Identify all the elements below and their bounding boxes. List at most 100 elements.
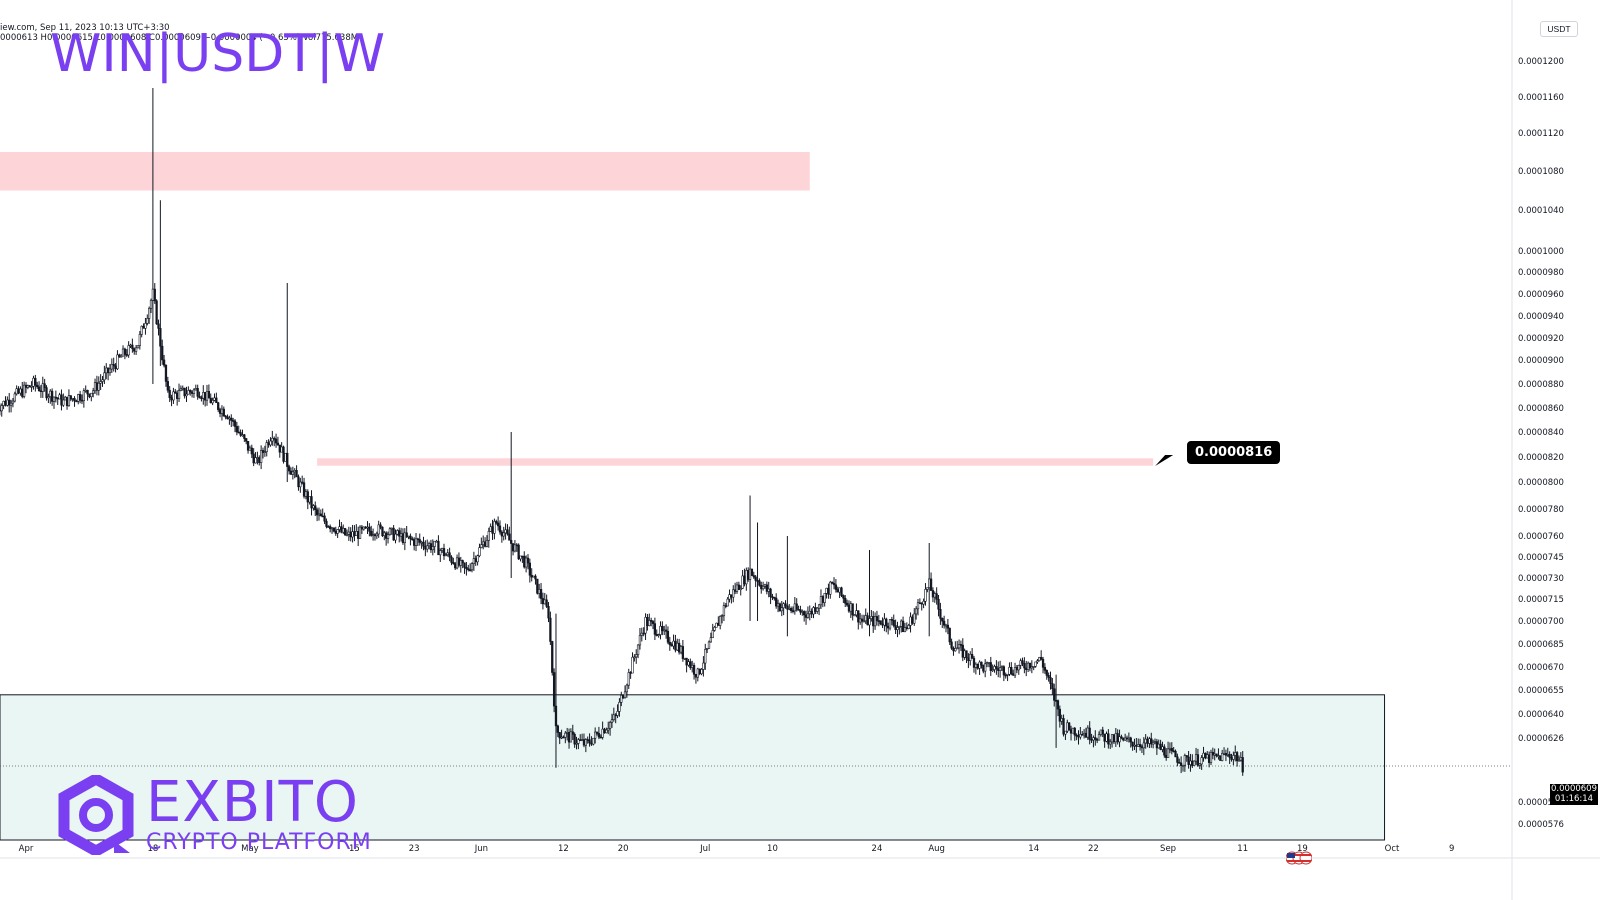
candle <box>810 608 813 618</box>
candle-body <box>722 605 726 616</box>
candle <box>900 619 903 633</box>
candle <box>131 338 134 353</box>
candle <box>237 425 240 434</box>
candle-body <box>726 598 729 607</box>
candle <box>1215 753 1218 758</box>
y-tick-label: 0.0000800 <box>1518 478 1564 488</box>
candle-body <box>375 533 378 537</box>
candle <box>849 601 852 619</box>
ohlc-header: iew.com, Sep 11, 2023 10:13 UTC+3:30 000… <box>0 23 358 43</box>
candle-body <box>1196 754 1200 766</box>
last-price-label: 0.0000609 01:16:14 <box>1550 784 1598 805</box>
candle-body <box>198 395 201 399</box>
candle-body <box>274 438 278 444</box>
candle-body <box>696 668 699 678</box>
us-flag-icon[interactable] <box>1286 851 1312 865</box>
candle <box>403 528 406 551</box>
candle-body <box>327 526 330 528</box>
candle-body <box>775 597 778 607</box>
candle-body <box>106 367 110 374</box>
candle <box>612 707 615 722</box>
candle <box>797 605 800 611</box>
candle-body <box>483 541 487 547</box>
candle <box>226 414 229 420</box>
candle <box>140 325 143 338</box>
candle <box>1107 729 1110 749</box>
candle <box>524 555 528 573</box>
candle <box>431 539 434 556</box>
candle-body <box>506 529 509 535</box>
candle-body <box>582 739 586 746</box>
candle <box>151 88 155 384</box>
candle <box>235 421 239 436</box>
candle <box>976 663 979 670</box>
candle-body <box>215 397 218 404</box>
candle <box>239 429 242 437</box>
candle-body <box>804 614 808 618</box>
candle-body <box>39 390 43 393</box>
candle-body <box>995 666 998 669</box>
candle-body <box>1062 718 1065 735</box>
candle <box>907 623 910 630</box>
candle <box>381 526 384 538</box>
candle <box>192 388 196 398</box>
candle-body <box>728 594 731 600</box>
candle-body <box>914 608 918 615</box>
candle <box>760 581 763 594</box>
candle-body <box>1081 734 1084 736</box>
candle <box>4 396 7 407</box>
candle <box>870 609 873 622</box>
candle <box>370 525 373 537</box>
brand-name: EXBITO <box>146 770 359 835</box>
price-line-layer <box>0 455 1512 767</box>
candle-body <box>694 674 698 678</box>
candle-body <box>538 589 541 594</box>
candle-body <box>541 598 545 605</box>
candle <box>961 638 964 662</box>
candle <box>1193 760 1196 766</box>
candle <box>278 444 281 458</box>
candle-body <box>140 325 143 335</box>
candle-body <box>1170 747 1173 752</box>
candle-body <box>467 568 470 571</box>
candle-body <box>1226 753 1229 756</box>
candle <box>149 298 153 314</box>
candle <box>47 393 50 404</box>
candle-body <box>1026 662 1030 670</box>
candle-body <box>174 391 177 394</box>
candle <box>77 393 80 405</box>
candle <box>681 639 685 662</box>
candle-body <box>1004 674 1007 677</box>
candle-body <box>870 616 873 619</box>
candle-body <box>713 626 716 631</box>
candle-body <box>0 405 3 412</box>
candle <box>898 625 901 635</box>
candle-body <box>1211 751 1214 756</box>
candle <box>467 564 470 572</box>
candle <box>153 283 156 304</box>
candle-body <box>993 666 996 670</box>
candle-body <box>13 393 16 402</box>
candle-body <box>1082 732 1086 736</box>
candle-body <box>1179 762 1183 766</box>
candle <box>205 384 209 406</box>
candle-body <box>618 702 621 712</box>
candle-body <box>1178 762 1181 764</box>
candle-body <box>991 669 994 671</box>
candle <box>263 445 267 457</box>
candle-body <box>211 400 214 404</box>
candle-body <box>1000 666 1004 668</box>
candle-body <box>485 540 489 547</box>
candle <box>666 626 670 645</box>
candle-body <box>388 528 392 535</box>
candle <box>831 581 834 585</box>
candle <box>1028 662 1032 672</box>
candle-body <box>946 624 950 629</box>
candle <box>778 602 782 612</box>
candle <box>1026 661 1030 673</box>
candle-body <box>650 620 653 622</box>
currency-button[interactable]: USDT <box>1540 21 1578 37</box>
candle <box>967 653 970 669</box>
candle-body <box>752 575 755 578</box>
